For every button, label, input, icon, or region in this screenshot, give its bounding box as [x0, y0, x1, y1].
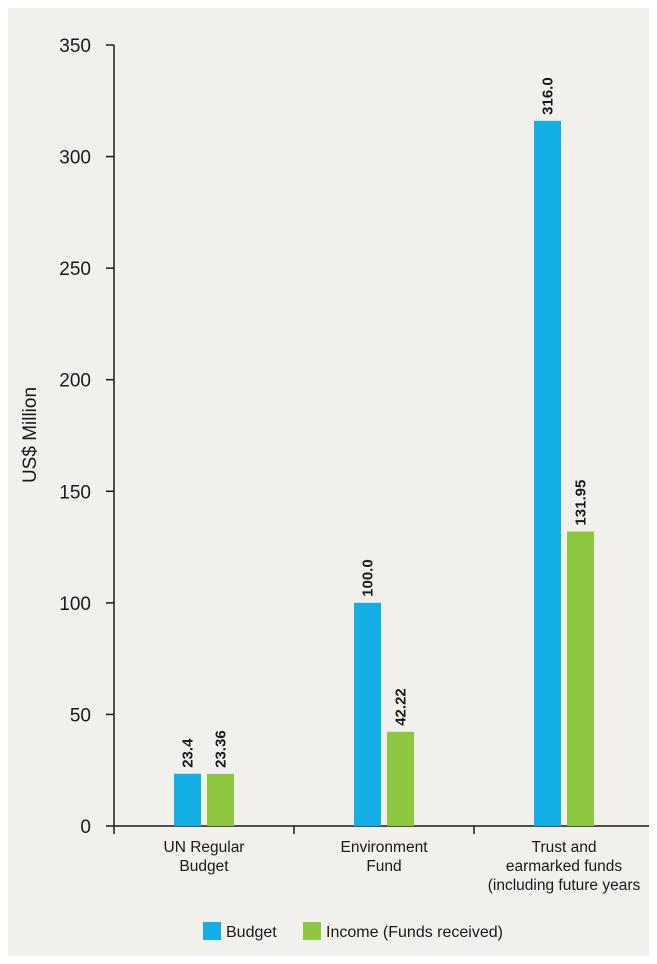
- y-axis-label: US$ Million: [20, 387, 41, 483]
- data-label: 42.22: [393, 688, 410, 726]
- bar-budget-1: [354, 602, 381, 826]
- y-tick-label: 250: [59, 259, 91, 280]
- data-label: 23.36: [213, 730, 230, 768]
- y-tick-label: 100: [59, 594, 91, 615]
- y-tick-label: 350: [59, 36, 91, 57]
- y-tick-label: 0: [80, 817, 91, 838]
- axes: 0 50 100 150 200 250 300 350: [59, 36, 655, 838]
- y-tick-label: 200: [59, 371, 91, 392]
- data-label: 316.0: [540, 77, 557, 115]
- y-tick-label: 150: [59, 482, 91, 503]
- bar-income-2: [567, 531, 594, 826]
- bar-income-0: [207, 773, 234, 826]
- chart-panel: US$ Million 0 50 100 150 200 250 300 350 23.4 23…: [8, 8, 655, 956]
- data-label: 100.0: [360, 559, 377, 597]
- data-labels: 23.4 23.36 100.0 42.22 316.0 131.95: [180, 77, 590, 768]
- category-label: Trust and: [532, 839, 597, 856]
- legend-label-budget: Budget: [226, 924, 277, 941]
- legend-label-income: Income (Funds received): [326, 924, 503, 941]
- bars: [174, 120, 594, 826]
- category-label: earmarked funds: [506, 858, 623, 875]
- legend-swatch-budget: [203, 922, 221, 940]
- category-label: UN Regular: [164, 839, 245, 856]
- category-label: (including future years: [488, 877, 641, 894]
- category-labels: UN Regular Budget Environment Fund Trust and…: [164, 839, 641, 894]
- legend: Budget Income (Funds received): [203, 922, 503, 941]
- category-label: Fund: [366, 858, 401, 875]
- bar-income-1: [387, 731, 414, 826]
- bar-budget-2: [534, 120, 561, 826]
- category-label: Budget: [179, 858, 229, 875]
- y-axis-label-group: US$ Million: [20, 387, 41, 483]
- bar-budget-0: [174, 773, 201, 826]
- y-tick-label: 300: [59, 148, 91, 169]
- legend-swatch-income: [303, 922, 321, 940]
- data-label: 23.4: [180, 738, 197, 768]
- y-tick-label: 50: [70, 705, 91, 726]
- category-label: Environment: [340, 839, 428, 856]
- data-label: 131.95: [573, 480, 590, 526]
